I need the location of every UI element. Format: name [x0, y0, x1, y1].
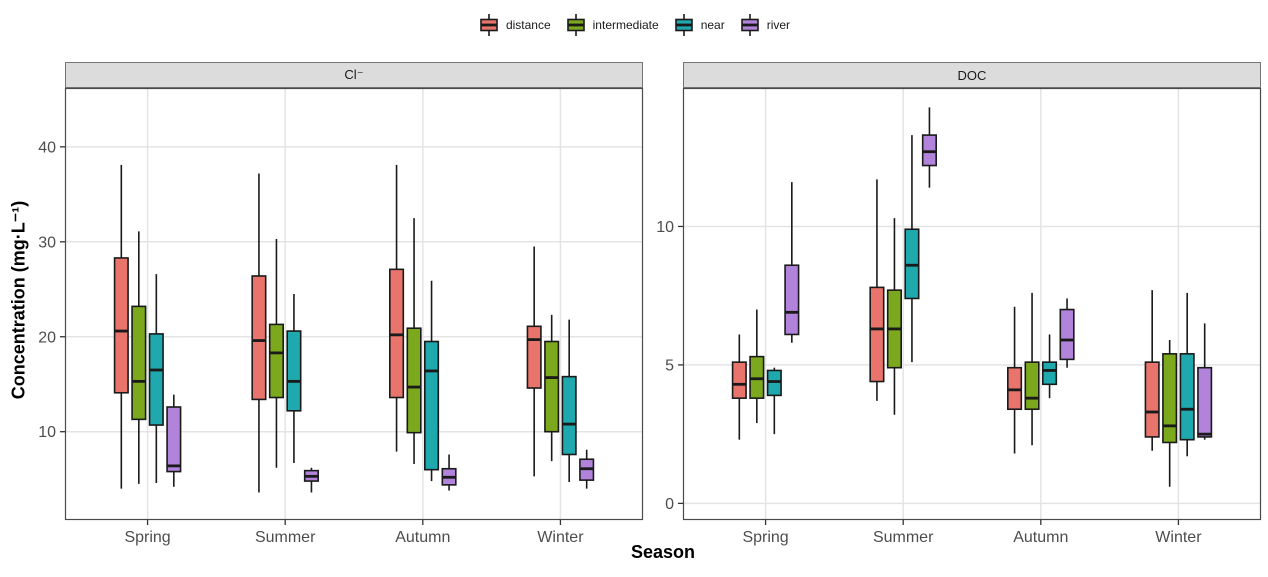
panel-cl: 10 20 30 40 Spring Summer Autumn Winter: [38, 87, 644, 546]
boxplot-key-icon: [674, 14, 693, 36]
x-axis-title: Season: [630, 542, 696, 562]
box-autumn-distance: [389, 164, 405, 452]
box-winter-near: [1179, 292, 1195, 457]
box-autumn-river: [441, 454, 457, 491]
box-autumn-intermediate: [406, 218, 422, 464]
panel-doc: 0 5 10 Spring Summer Autumn Winter: [656, 87, 1262, 546]
box-summer-distance: [251, 173, 267, 493]
legend-label: river: [766, 18, 791, 32]
box-summer-distance: [869, 179, 885, 401]
x-tick-label-summer: Summer: [873, 529, 934, 546]
box-spring-intermediate: [749, 309, 765, 424]
box-summer-river: [921, 107, 937, 188]
legend-item-distance: distance: [478, 13, 551, 37]
box-autumn-intermediate: [1024, 292, 1040, 446]
box-spring-distance: [113, 164, 129, 489]
y-tick-label: 10: [38, 424, 56, 441]
box-autumn-near: [424, 280, 440, 482]
box-spring-distance: [731, 334, 747, 440]
box-summer-intermediate: [886, 218, 902, 415]
box-summer-near: [904, 135, 920, 363]
box-winter-river: [1197, 323, 1213, 440]
box-winter-intermediate: [1162, 340, 1178, 487]
legend-item-near: near: [673, 13, 725, 37]
box-winter-intermediate: [544, 314, 560, 462]
box-summer-intermediate: [268, 238, 284, 468]
x-tick-label-summer: Summer: [255, 529, 316, 546]
legend-item-intermediate: intermediate: [565, 13, 659, 37]
x-tick-label-winter: Winter: [1155, 529, 1202, 546]
box-summer-river: [303, 467, 319, 493]
x-tick-label-spring: Spring: [124, 529, 170, 546]
box-spring-near: [766, 367, 782, 435]
x-tick-label-winter: Winter: [537, 529, 584, 546]
box-autumn-river: [1059, 298, 1075, 368]
facet-strip-cl: Cl⁻: [65, 62, 643, 88]
x-tick-label-autumn: Autumn: [1013, 529, 1068, 546]
boxplot-key-icon: [480, 14, 498, 36]
legend-label: intermediate: [592, 18, 659, 32]
facet-strip-label: Cl⁻: [344, 67, 364, 82]
legend-item-river: river: [739, 13, 790, 37]
y-tick-label: 0: [665, 496, 674, 513]
facet-strip-doc: DOC: [683, 62, 1261, 88]
box-winter-distance: [1144, 290, 1160, 451]
y-tick-label: 10: [656, 219, 674, 236]
legend-label: distance: [505, 18, 551, 32]
y-tick-label: 20: [38, 329, 56, 346]
box-spring-intermediate: [131, 231, 147, 484]
box-spring-near: [148, 274, 164, 483]
y-tick-label: 30: [38, 234, 56, 251]
x-tick-label-spring: Spring: [742, 529, 788, 546]
box-winter-distance: [526, 246, 542, 477]
legend-label: near: [700, 18, 725, 32]
y-axis-title: Concentration (mg·L⁻¹): [8, 200, 29, 400]
y-tick-label: 40: [38, 139, 56, 156]
box-winter-river: [579, 449, 595, 489]
box-summer-near: [286, 294, 302, 464]
box-autumn-near: [1042, 334, 1058, 399]
facet-strip-label: DOC: [957, 67, 987, 83]
box-winter-near: [561, 319, 577, 483]
boxplot-key-icon: [566, 14, 585, 36]
x-tick-label-autumn: Autumn: [395, 529, 450, 546]
legend: distance intermediate near river: [0, 10, 1268, 40]
box-spring-river: [784, 182, 800, 343]
y-tick-label: 5: [665, 357, 674, 374]
box-spring-river: [166, 394, 182, 487]
boxplot-key-icon: [740, 14, 759, 36]
box-autumn-distance: [1007, 306, 1023, 454]
